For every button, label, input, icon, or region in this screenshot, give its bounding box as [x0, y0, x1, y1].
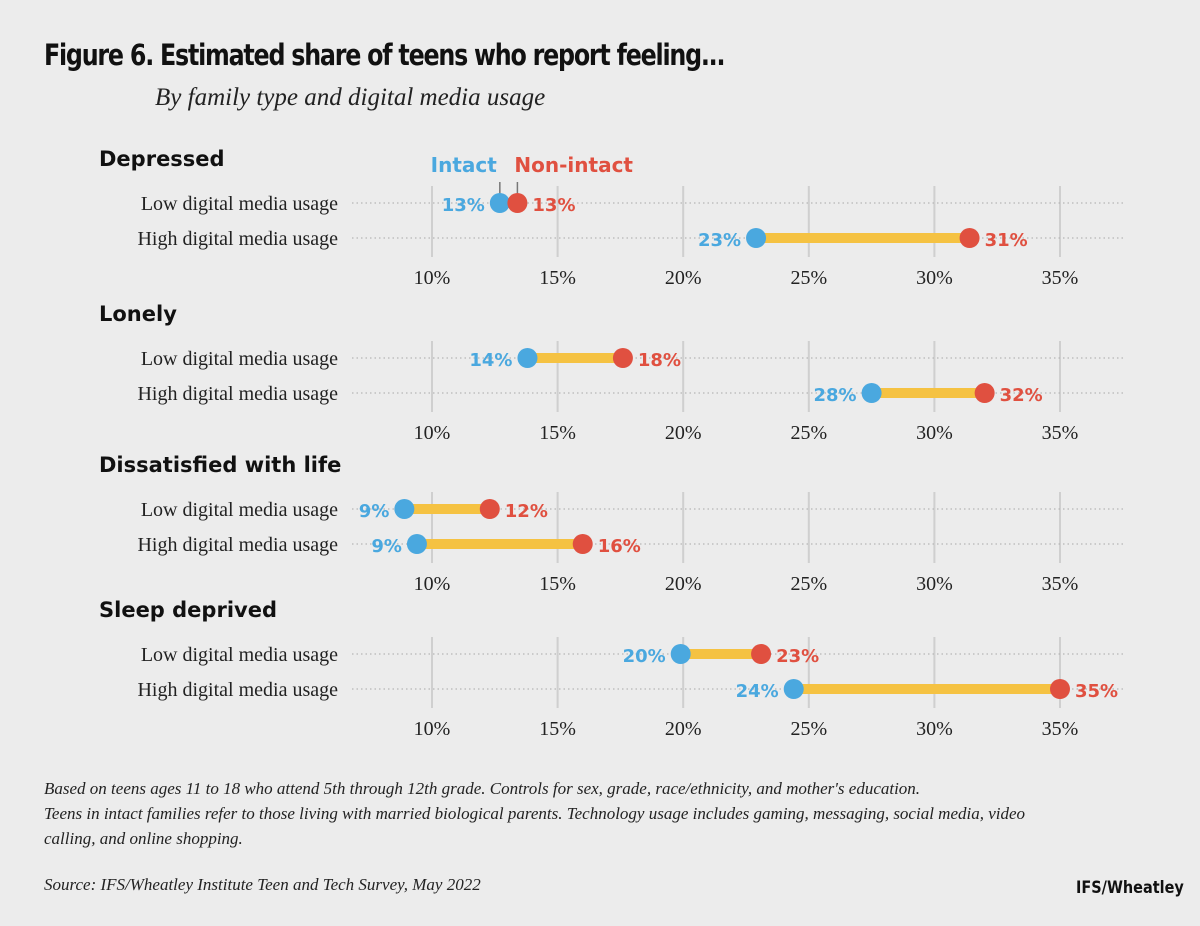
- panel-3-row-1-label: Low digital media usage: [141, 499, 338, 521]
- panel-4-row-2-intact-value: 24%: [736, 681, 779, 702]
- panel-2-row-1-non-intact-dot: [612, 348, 633, 368]
- panel-2-row-2-intact-dot: [861, 383, 882, 403]
- panel-3-row-2-non-intact-value: 16%: [598, 536, 641, 557]
- panel-4-row-1-non-intact-dot: [751, 644, 772, 664]
- panel-2-row-1-intact-dot: [517, 348, 538, 368]
- panel-4-row-1-intact-dot: [670, 644, 691, 664]
- panel-2-row-1-label: Low digital media usage: [141, 348, 338, 370]
- panel-4-row-1-intact-value: 20%: [623, 646, 666, 667]
- panel-3-tick-label: 10%: [414, 573, 451, 595]
- panel-4-tick-label: 25%: [790, 718, 827, 740]
- panel-2-tick-label: 10%: [414, 422, 451, 444]
- panel-1-tick-label: 15%: [539, 267, 576, 289]
- panel-1-row-1-intact-value: 13%: [442, 195, 485, 216]
- panel-1-tick-label: 20%: [665, 267, 702, 289]
- panel-3-tick-label: 35%: [1042, 573, 1079, 595]
- panel-2-tick-label: 20%: [665, 422, 702, 444]
- legend-non-intact: Non-intact: [514, 153, 633, 177]
- panel-1-row-2-intact-value: 23%: [698, 230, 741, 251]
- panel-1-tick-label: 10%: [414, 267, 451, 289]
- panel-4-tick-label: 35%: [1042, 718, 1079, 740]
- panel-1-title: Depressed: [99, 147, 225, 171]
- panel-2-row-2-intact-value: 28%: [814, 385, 857, 406]
- panel-3-row-1-intact-value: 9%: [359, 501, 390, 522]
- chart-subtitle: By family type and digital media usage: [155, 84, 546, 111]
- footnote-line-2: Teens in intact families refer to those …: [44, 804, 1026, 848]
- panel-2-row-2-non-intact-value: 32%: [1000, 385, 1043, 406]
- panel-4-row-2-non-intact-value: 35%: [1075, 681, 1118, 702]
- panel-1-row-2-non-intact-dot: [959, 228, 980, 248]
- panel-3-row-2-non-intact-dot: [572, 534, 593, 554]
- panel-4-row-1-label: Low digital media usage: [141, 644, 338, 666]
- panel-3-title: Dissatisfied with life: [99, 453, 341, 477]
- panel-1-tick-label: 25%: [790, 267, 827, 289]
- panel-3-tick-label: 15%: [539, 573, 576, 595]
- panel-3-tick-label: 20%: [665, 573, 702, 595]
- panel-2-row-1-non-intact-value: 18%: [638, 350, 681, 371]
- panel-4-row-2-label: High digital media usage: [137, 679, 338, 701]
- brand-logo: IFS/Wheatley: [1076, 878, 1184, 898]
- panel-3-row-1-intact-dot: [394, 499, 415, 519]
- panel-1-row-1-label: Low digital media usage: [141, 193, 338, 215]
- panel-2-tick-label: 30%: [916, 422, 953, 444]
- panel-2-tick-label: 35%: [1042, 422, 1079, 444]
- legend-intact: Intact: [431, 153, 498, 177]
- panel-2-row-2-non-intact-dot: [974, 383, 995, 403]
- panel-2-tick-label: 15%: [539, 422, 576, 444]
- panel-2-tick-label: 25%: [790, 422, 827, 444]
- panel-3-row-2-label: High digital media usage: [137, 534, 338, 556]
- panel-1-row-1-non-intact-dot: [507, 193, 528, 213]
- footnote: Based on teens ages 11 to 18 who attend …: [44, 776, 1064, 851]
- panel-4-row-2-non-intact-dot: [1050, 679, 1070, 699]
- panel-3-tick-label: 25%: [790, 573, 827, 595]
- panel-1-row-2-non-intact-value: 31%: [985, 230, 1028, 251]
- panel-4-row-2-intact-dot: [783, 679, 804, 699]
- panel-2-row-1-intact-value: 14%: [469, 350, 512, 371]
- panel-3-row-1-non-intact-value: 12%: [505, 501, 548, 522]
- source-note: Source: IFS/Wheatley Institute Teen and …: [44, 875, 481, 894]
- panel-2-row-2-label: High digital media usage: [137, 383, 338, 405]
- footnote-line-1: Based on teens ages 11 to 18 who attend …: [44, 779, 921, 798]
- panel-4-row-1-non-intact-value: 23%: [776, 646, 819, 667]
- panel-3-row-2-intact-dot: [406, 534, 427, 554]
- panel-1-tick-label: 35%: [1042, 267, 1079, 289]
- panel-1-row-2-intact-dot: [746, 228, 767, 248]
- panel-4-tick-label: 20%: [665, 718, 702, 740]
- panel-3-row-1-non-intact-dot: [479, 499, 500, 519]
- panel-4-tick-label: 15%: [539, 718, 576, 740]
- panel-4-tick-label: 30%: [916, 718, 953, 740]
- panel-3-row-2-intact-value: 9%: [371, 536, 402, 557]
- panel-1-row-1-non-intact-value: 13%: [532, 195, 575, 216]
- panel-1-row-2-label: High digital media usage: [137, 228, 338, 250]
- chart-title: Figure 6. Estimated share of teens who r…: [44, 38, 726, 72]
- panel-1-tick-label: 30%: [916, 267, 953, 289]
- panel-4-tick-label: 10%: [414, 718, 451, 740]
- panel-1-row-1-intact-dot: [489, 193, 510, 213]
- panel-3-tick-label: 30%: [916, 573, 953, 595]
- dumbbell-chart: Intact Non-intact Depressed 10% 15% 20% 25% 30%…: [99, 147, 1125, 740]
- panel-4-title: Sleep deprived: [99, 598, 277, 622]
- panel-2-title: Lonely: [99, 302, 177, 326]
